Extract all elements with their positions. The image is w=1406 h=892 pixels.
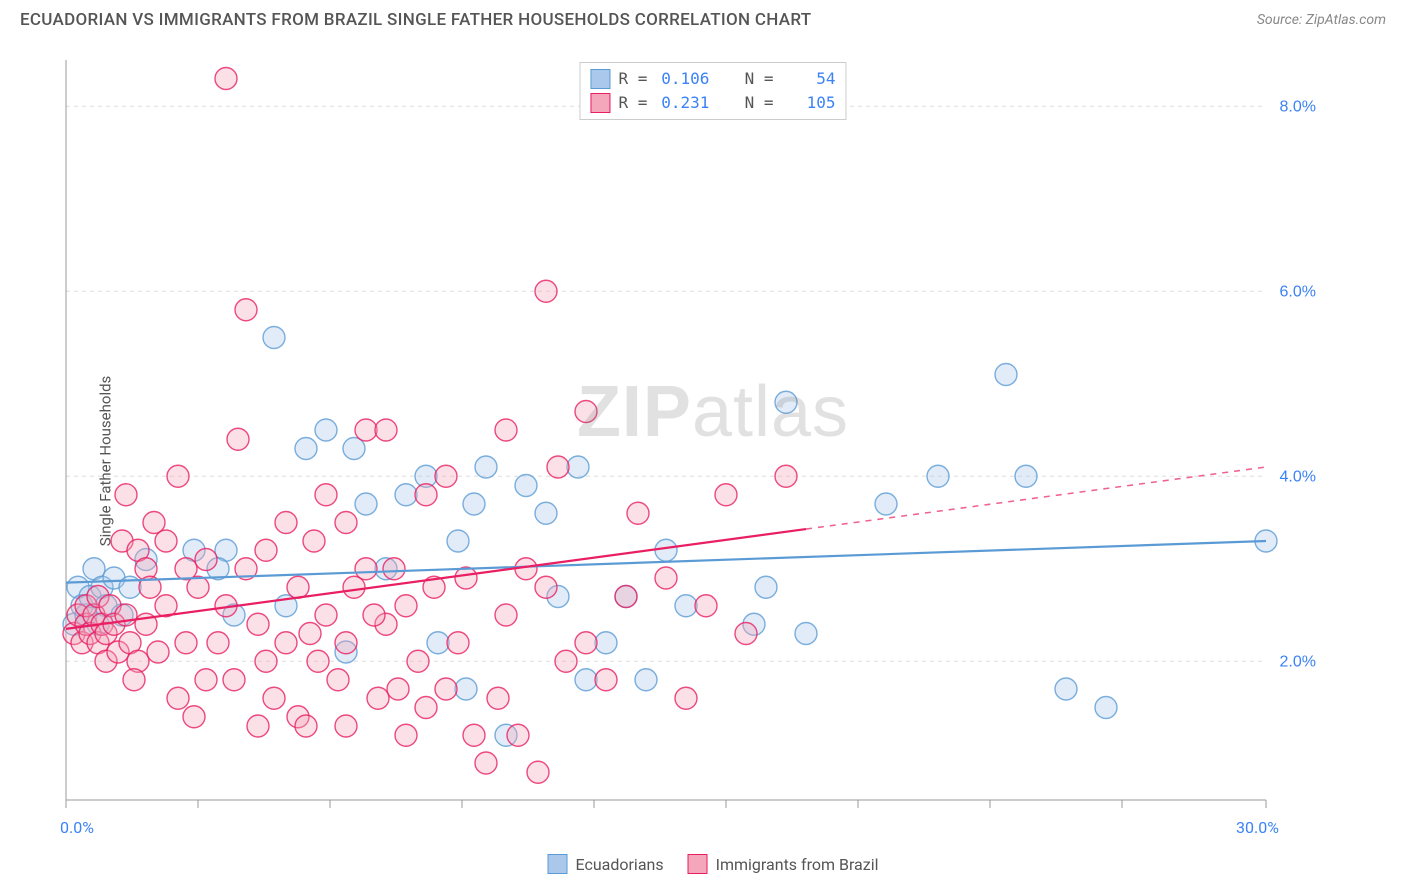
legend-label: Immigrants from Brazil — [716, 855, 879, 874]
legend-swatch — [688, 854, 708, 874]
legend-swatch — [548, 854, 568, 874]
source-label: Source: ZipAtlas.com — [1257, 12, 1386, 28]
svg-text:2.0%: 2.0% — [1280, 653, 1316, 670]
legend-swatch — [590, 69, 610, 89]
correlation-legend: R =0.106 N =54R =0.231 N =105 — [579, 62, 846, 120]
legend-label: Ecuadorians — [576, 855, 664, 874]
svg-text:8.0%: 8.0% — [1280, 98, 1316, 115]
scatter-chart: 2.0% 4.0% 6.0% 8.0% — [40, 50, 1346, 840]
legend-item: Ecuadorians — [548, 854, 664, 874]
legend-swatch — [590, 93, 610, 113]
legend-item: Immigrants from Brazil — [688, 854, 879, 874]
svg-text:6.0%: 6.0% — [1280, 283, 1316, 300]
chart-area: Single Father Households 2.0% 4.0% 6.0% 8.0… — [40, 50, 1386, 872]
y-axis-label: Single Father Households — [96, 376, 114, 547]
chart-title: ECUADORIAN VS IMMIGRANTS FROM BRAZIL SIN… — [20, 10, 811, 30]
x-axis-min-label: 0.0% — [60, 818, 94, 837]
svg-text:4.0%: 4.0% — [1280, 468, 1316, 485]
x-axis-max-label: 30.0% — [1236, 818, 1279, 837]
series-legend: Ecuadorians Immigrants from Brazil — [548, 854, 879, 874]
legend-row: R =0.106 N =54 — [590, 67, 835, 91]
legend-row: R =0.231 N =105 — [590, 91, 835, 115]
